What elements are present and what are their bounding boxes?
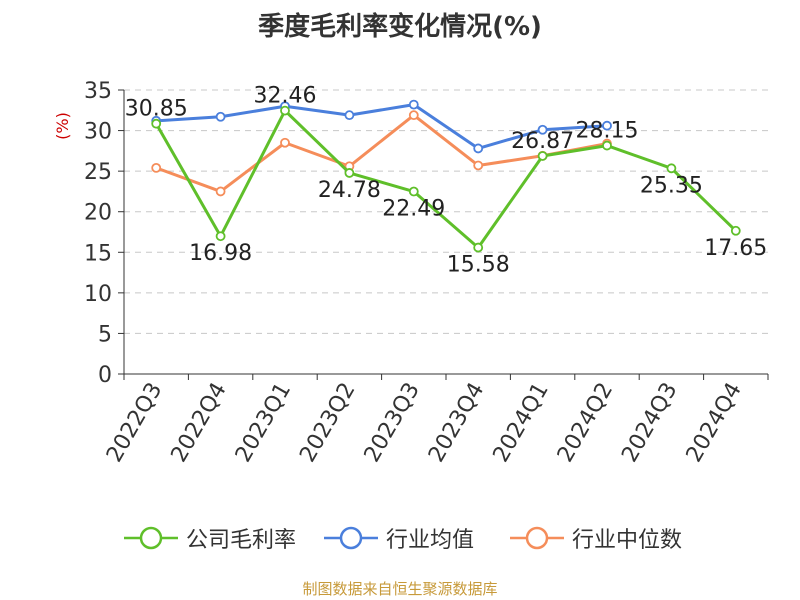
- y-axis-label: (%): [53, 112, 72, 140]
- data-label: 24.78: [318, 178, 381, 203]
- data-point: [280, 105, 290, 116]
- y-tick-label: 5: [98, 322, 112, 347]
- data-point: [215, 231, 226, 242]
- data-point: [151, 162, 162, 173]
- data-point: [473, 143, 484, 154]
- x-tick-label: 2024Q4: [682, 379, 747, 467]
- series-line: [156, 103, 608, 150]
- x-tick-label: 2023Q2: [295, 379, 360, 467]
- legend-label: 行业中位数: [572, 528, 683, 553]
- legend-label: 行业均值: [386, 528, 475, 553]
- y-tick-label: 0: [98, 363, 112, 388]
- data-label: 16.98: [189, 241, 252, 266]
- chart-title: 季度毛利率变化情况(%): [258, 12, 542, 42]
- legend-marker: [324, 526, 378, 550]
- data-point: [537, 124, 548, 135]
- data-point: [344, 168, 355, 178]
- grid-layer: [124, 89, 768, 334]
- data-point: [473, 242, 484, 253]
- data-label: 22.49: [382, 197, 445, 222]
- data-label: 17.65: [704, 236, 767, 261]
- series-layer: [151, 99, 741, 253]
- legend-item[interactable]: 行业均值: [322, 520, 474, 556]
- y-tick-label: 25: [84, 160, 112, 185]
- x-tick-label: 2024Q3: [617, 379, 682, 467]
- data-point: [408, 110, 419, 121]
- y-tick-label: 10: [84, 282, 112, 307]
- series-line: [154, 109, 737, 250]
- x-tick-label: 2023Q1: [231, 379, 296, 467]
- x-tick-label: 2022Q4: [166, 379, 231, 467]
- legend-marker: [510, 526, 564, 550]
- y-tick-label: 30: [84, 120, 112, 145]
- data-point: [215, 111, 226, 122]
- legend-marker: [124, 526, 178, 550]
- x-tick-label: 2024Q1: [488, 379, 553, 467]
- legend-circle: [339, 526, 363, 550]
- data-label: 30.85: [125, 97, 188, 122]
- data-label: 15.58: [447, 253, 510, 278]
- legend-item[interactable]: 公司毛利率: [122, 520, 296, 556]
- data-label: 28.15: [576, 119, 639, 144]
- series-line: [155, 113, 608, 193]
- data-point: [151, 118, 162, 129]
- data-point: [215, 186, 226, 197]
- x-tick-label: 2024Q2: [553, 379, 618, 467]
- data-point: [602, 140, 612, 151]
- data-point: [408, 186, 419, 197]
- data-label: 26.87: [511, 129, 574, 154]
- legend-item[interactable]: 行业中位数: [508, 520, 682, 556]
- data-point: [344, 110, 355, 121]
- data-point: [666, 163, 677, 174]
- y-tick-label: 35: [84, 79, 112, 104]
- source-note: 制图数据来自恒生聚源数据库: [302, 580, 498, 598]
- data-point: [408, 99, 419, 110]
- legend-circle: [139, 526, 163, 550]
- y-tick-label: 20: [84, 201, 112, 226]
- y-tick-label: 15: [84, 241, 112, 266]
- data-point: [537, 151, 548, 161]
- legend-label: 公司毛利率: [186, 528, 297, 553]
- data-point: [602, 120, 612, 131]
- data-label: 25.35: [640, 173, 703, 198]
- data-point: [730, 225, 741, 236]
- data-point: [280, 137, 290, 148]
- legend-circle: [525, 526, 549, 550]
- x-tick-label: 2022Q3: [102, 379, 167, 467]
- data-point: [473, 160, 484, 171]
- data-label: 32.46: [254, 84, 317, 109]
- x-tick-label: 2023Q3: [360, 379, 425, 467]
- x-tick-label: 2023Q4: [424, 379, 489, 467]
- legend: 公司毛利率 行业均值 行业中位数: [0, 520, 800, 556]
